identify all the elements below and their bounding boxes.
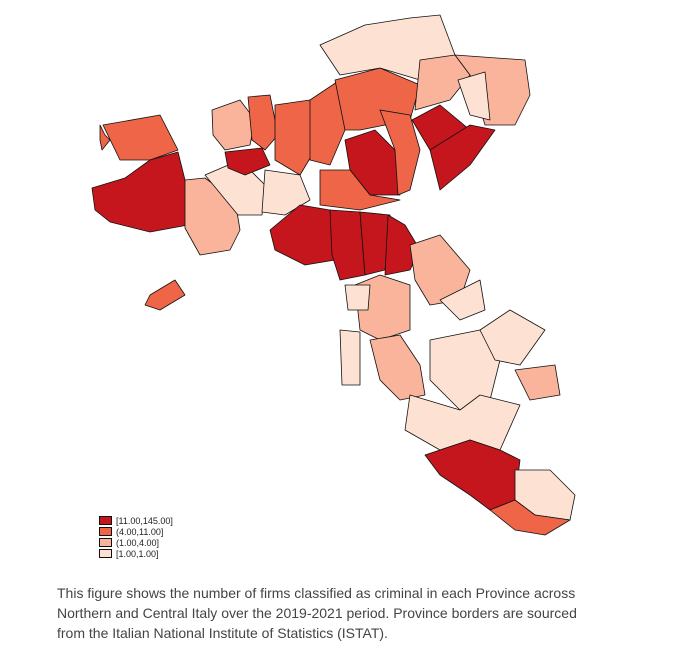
province	[224, 147, 271, 176]
province	[144, 279, 186, 311]
province	[329, 209, 366, 281]
province	[319, 169, 401, 211]
province	[489, 499, 571, 536]
legend-label: [1.00,1.00]	[116, 548, 159, 559]
province	[309, 79, 346, 166]
province	[457, 71, 491, 121]
legend-item: (1.00,4.00]	[99, 537, 173, 548]
province	[211, 99, 256, 151]
province	[99, 124, 111, 151]
legend-swatch	[99, 516, 112, 525]
province	[339, 329, 361, 386]
province	[369, 334, 426, 401]
province	[439, 279, 486, 321]
legend-swatch	[99, 549, 112, 558]
legend-swatch	[99, 527, 112, 536]
caption: This figure shows the number of firms cl…	[57, 583, 577, 643]
province	[429, 124, 496, 191]
legend-label: [11.00,145.00]	[116, 515, 173, 526]
legend-item: [11.00,145.00]	[99, 515, 173, 526]
province	[424, 439, 521, 511]
province	[102, 114, 179, 161]
caption-line: This figure shows the number of firms cl…	[57, 585, 576, 601]
province	[91, 151, 189, 233]
province	[344, 284, 371, 311]
caption-line: from the Italian National Institute of S…	[57, 625, 388, 641]
province	[514, 364, 561, 401]
legend-swatch	[99, 538, 112, 547]
legend-item: [1.00,1.00]	[99, 548, 173, 559]
caption-line: Northern and Central Italy over the 2019…	[57, 605, 577, 621]
map	[91, 14, 576, 536]
legend-item: (4.00,11.00]	[99, 526, 173, 537]
province	[479, 309, 546, 366]
province	[454, 54, 531, 126]
province	[414, 54, 471, 111]
province	[379, 109, 421, 196]
province	[274, 99, 316, 176]
provinces	[91, 14, 576, 536]
legend-label: (4.00,11.00]	[116, 526, 164, 537]
legend: [11.00,145.00] (4.00,11.00] (1.00,4.00] [1.…	[99, 515, 173, 559]
legend-label: (1.00,4.00]	[116, 537, 160, 548]
province	[247, 94, 279, 151]
